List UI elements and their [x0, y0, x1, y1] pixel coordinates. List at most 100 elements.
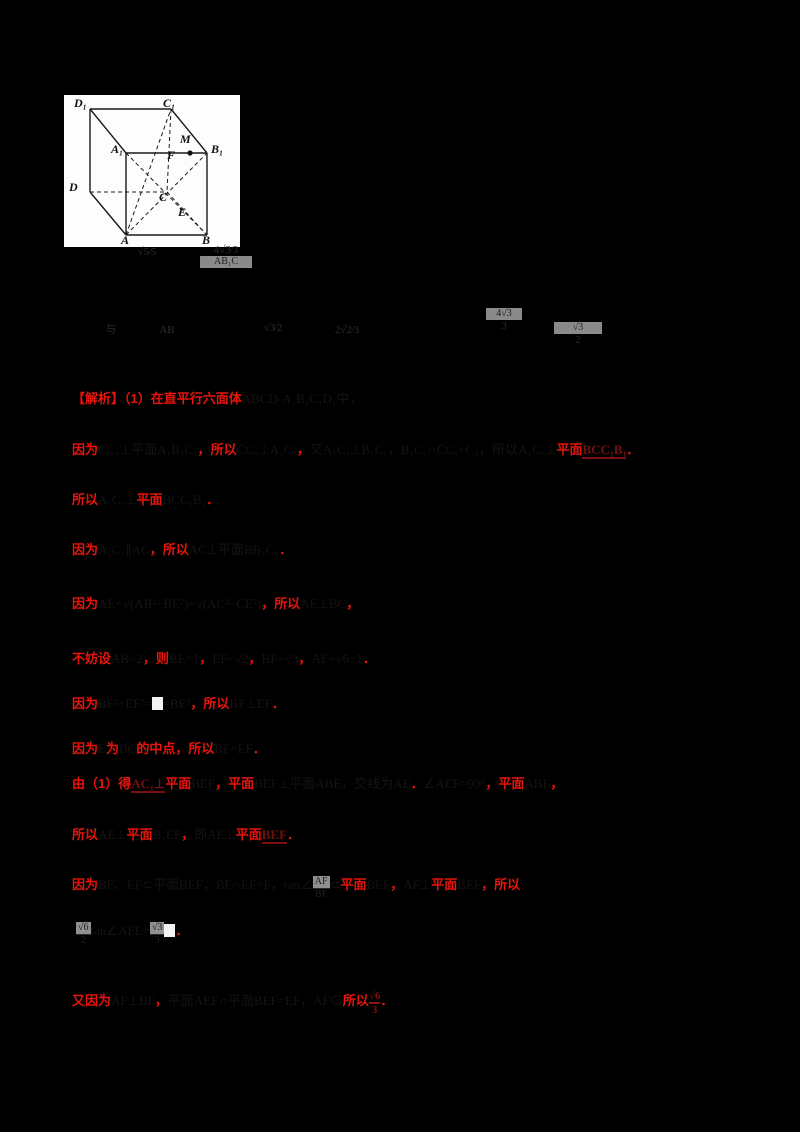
faint-formula: AB: [159, 324, 175, 336]
math-text: 中，: [336, 391, 363, 406]
red-text: 平面: [136, 492, 163, 507]
red-text: 因为: [72, 696, 99, 711]
dark-red-text: AC₁⊥: [131, 776, 166, 793]
red-text: ．: [362, 651, 376, 666]
faint-formula: 与: [105, 324, 117, 336]
vertex-label-C₁: C₁: [163, 96, 176, 110]
math-text: BEF: [366, 877, 391, 892]
math-text: A₁C₁⊥: [98, 492, 137, 507]
dark-red-text: BEF: [261, 827, 288, 844]
fraction-formula: √3 3: [149, 922, 165, 946]
math-text: ∠AEF=90°: [423, 776, 486, 791]
math-text: AF=√6−1: [311, 651, 363, 666]
math-text: tan∠AFE=: [90, 923, 150, 938]
math-text: ABE: [524, 776, 551, 791]
red-text: 因为: [72, 741, 99, 756]
red-text: 平面: [126, 827, 153, 842]
red-text: ．: [175, 923, 189, 938]
red-text: 为: [105, 741, 119, 756]
faint-formula: 4√3 3: [486, 308, 522, 332]
math-text: AF⊥BF: [111, 993, 155, 1008]
red-text: ，: [154, 993, 168, 1008]
vertex-label-E: E: [178, 205, 187, 219]
math-text: ABCD-A₁B₁C₁D₁: [241, 391, 337, 406]
math-text: EF=√2: [212, 651, 249, 666]
red-text: 所以: [274, 596, 301, 611]
solution-line-4: 因为A₁C₁∥AC，所以AC⊥平面BB₁C₁．: [72, 541, 292, 559]
vertex-label-M: M: [180, 132, 191, 146]
math-text: AB=2: [111, 651, 143, 666]
red-text: ，: [485, 776, 499, 791]
red-text: ，: [197, 442, 211, 457]
math-text: E: [98, 741, 106, 756]
faint-formula: 2√2⁄3: [334, 324, 360, 336]
red-text: 所以: [72, 827, 99, 842]
math-text: CC₁⊥平面A₁B₁C₁: [98, 442, 198, 457]
red-text: 因为: [72, 596, 99, 611]
math-text: AE⊥: [98, 827, 127, 842]
solution-line-7: 因为BF²+EF²= =BE²，所以BF⊥EF．: [72, 695, 285, 713]
faint-formula: √3⁄2: [263, 322, 283, 334]
red-text: ，则: [142, 651, 169, 666]
faint-formula: √5⁄5: [137, 246, 157, 258]
red-text: 平面: [340, 877, 367, 892]
red-text: ，: [346, 596, 360, 611]
math-text: A₁C₁∥AC: [98, 542, 150, 557]
math-text: AF⊥: [403, 877, 432, 892]
red-text: 所以: [210, 442, 237, 457]
cube-figure: D₁ C₁ A₁ B₁ M F D C E A B: [64, 95, 240, 247]
red-text: ，: [149, 542, 163, 557]
solution-line-8: 因为E为BC的中点，所以BF=EF．: [72, 740, 266, 758]
math-text: BE=1: [168, 651, 200, 666]
solution-line-10: 所以AE⊥平面B₁EF，即AE⊥平面BEF．: [72, 826, 300, 844]
red-text: 的中点，所以: [136, 741, 215, 756]
red-text: 因为: [72, 542, 99, 557]
math-text: BF²+EF²=: [98, 696, 152, 711]
red-text: ．: [206, 492, 220, 507]
red-text: ，: [390, 877, 404, 892]
red-text: ，: [215, 776, 229, 791]
math-text: BEF⊥平面ABE，交线为AE: [254, 776, 411, 791]
red-text: ．: [279, 542, 293, 557]
white-square-fragment: [164, 924, 176, 937]
red-text: 平面: [431, 877, 458, 892]
red-text: ．: [287, 827, 301, 842]
solution-line-3: 所以A₁C₁⊥平面BCC₁B₁．: [72, 491, 219, 509]
red-text: 【解析】（1）在直平行六面体: [72, 391, 242, 406]
vertex-label-B₁: B₁: [211, 142, 224, 156]
red-text: ，: [298, 651, 312, 666]
fraction-formula: √6 2: [76, 922, 91, 946]
math-text: BF=EF: [214, 741, 253, 756]
red-text: 因为: [72, 877, 99, 892]
math-text: BCC₁B₁: [162, 492, 207, 507]
red-text: 平面: [165, 776, 192, 791]
red-text: 所以: [162, 542, 189, 557]
math-text: BF、EF⊂平面BEF，BF∩EF=F，tan∠: [98, 877, 313, 892]
red-text: 由（1）得: [72, 776, 132, 791]
solution-line-1: 【解析】（1）在直平行六面体ABCD-A₁B₁C₁D₁中，: [72, 390, 362, 408]
faint-formula: 4√3⁄3 AB₁C: [200, 244, 252, 269]
vertex-label-D₁: D₁: [74, 96, 87, 110]
red-text: ，: [550, 776, 564, 791]
red-text: ，: [296, 442, 310, 457]
math-text: 平面AEF∩平面BEF=EF，AF⊂: [167, 993, 343, 1008]
cube-diagram-svg: [89, 108, 208, 236]
solution-line-5: 因为AE=√(AB²−BE²)=√(AC²−CE²)，所以AE⊥BC，: [72, 595, 359, 613]
math-text: 又A₁C₁⊥B₁C₁，B₁C₁∩CC₁=C₁，所以A₁C₁⊥: [309, 442, 557, 457]
math-text: BC: [118, 741, 137, 756]
red-text: 不妨设: [72, 651, 112, 666]
solution-line-11: 因为BF、EF⊂平面BEF，BF∩EF=F，tan∠ AF BF ⊂平面BEF，AF⊥…: [72, 876, 520, 901]
red-text: 平面: [498, 776, 525, 791]
solution-line-6: 不妨设AB=2，则BE=1，EF=√2，BF=√3，AF=√6−1．: [72, 650, 376, 668]
math-text: 即AE⊥: [194, 827, 236, 842]
math-text: AC⊥平面BB₁C₁: [188, 542, 280, 557]
vertex-label-C: C: [159, 190, 168, 204]
dark-red-text: BCC₁B₁: [582, 442, 627, 459]
red-text: ．: [271, 696, 285, 711]
solution-line-2: 因为CC₁⊥平面A₁B₁C₁，所以CC₁⊥A₁C₁，又A₁C₁⊥B₁C₁，B₁C…: [72, 441, 639, 459]
math-text: B₁EF: [152, 827, 182, 842]
math-text: =BE²: [162, 696, 191, 711]
red-text: ，: [181, 827, 195, 842]
vertex-label-A₁: A₁: [111, 142, 124, 156]
